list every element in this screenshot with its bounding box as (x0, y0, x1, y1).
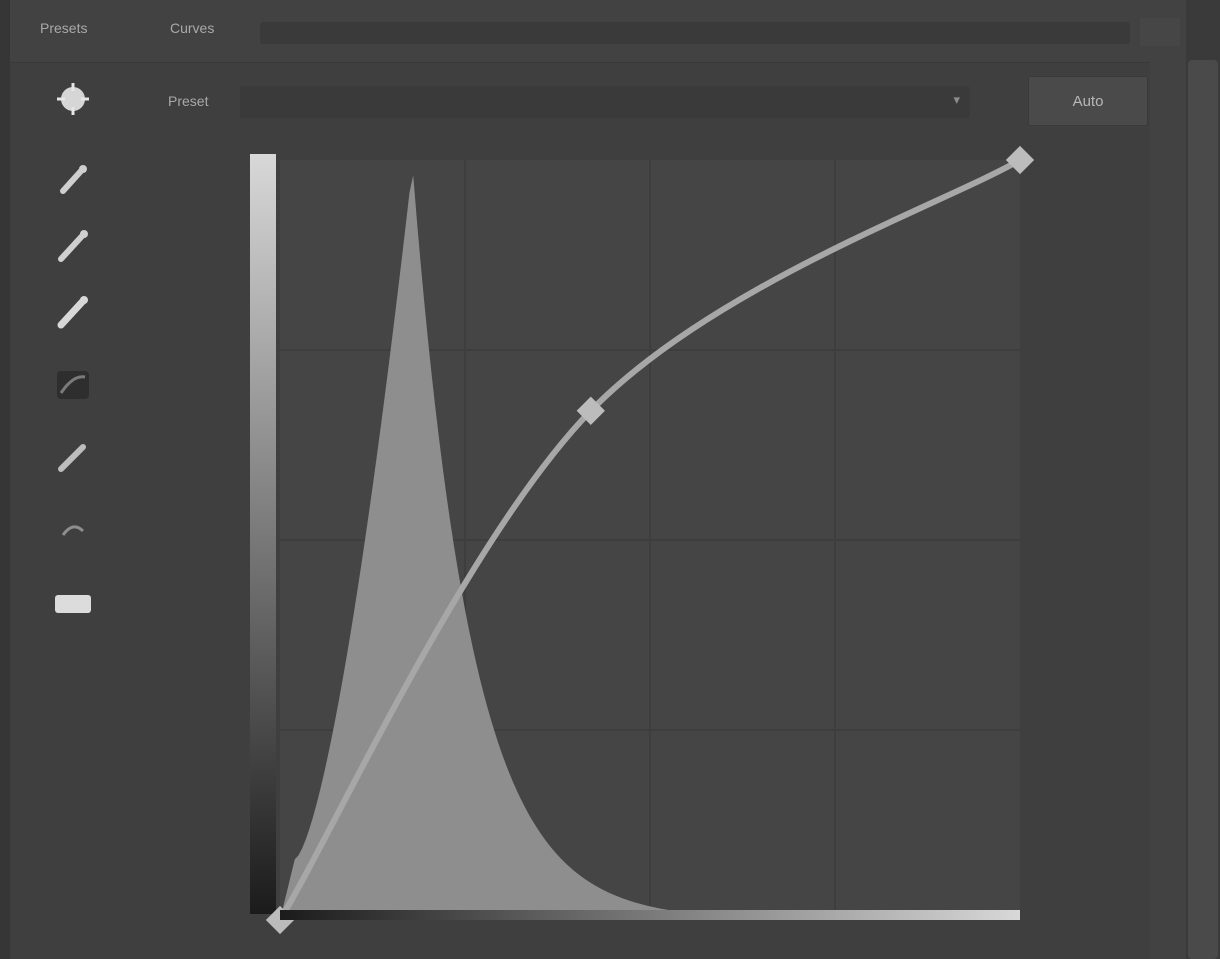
preset-row: Preset ▾ (150, 80, 1010, 124)
target-adjust-icon[interactable] (50, 76, 96, 122)
panel-menu-button[interactable] (1140, 18, 1180, 46)
tab-curves[interactable]: Curves (170, 20, 215, 36)
tool-column (36, 70, 116, 650)
left-edge (0, 0, 10, 959)
white-eyedropper-icon[interactable] (50, 288, 96, 334)
preset-label: Preset (168, 93, 209, 109)
preset-dropdown[interactable]: ▾ (240, 86, 970, 118)
histogram (280, 175, 1020, 920)
curve-control-points[interactable] (265, 145, 1035, 935)
curve-control-point[interactable] (1005, 145, 1035, 175)
scrollbar-thumb[interactable] (1188, 60, 1218, 959)
black-eyedropper-icon[interactable] (50, 156, 96, 202)
auto-button[interactable]: Auto (1028, 76, 1148, 126)
smooth-icon[interactable] (50, 502, 96, 548)
curve-points-icon[interactable] (50, 362, 96, 408)
gray-eyedropper-icon[interactable] (50, 222, 96, 268)
pencil-icon[interactable] (50, 434, 96, 480)
output-gradient-bar (250, 154, 276, 914)
tab-presets[interactable]: Presets (40, 20, 88, 36)
clipping-warning-icon[interactable] (50, 580, 96, 626)
curves-graph-svg[interactable] (240, 140, 1040, 955)
right-strip (1150, 60, 1186, 959)
input-gradient-bar (280, 910, 1020, 920)
header-bar (260, 22, 1130, 44)
panel-header: Presets Curves (10, 0, 1186, 63)
chevron-down-icon: ▾ (953, 92, 960, 107)
curves-graph[interactable] (240, 140, 1040, 955)
curve-control-point[interactable] (576, 396, 605, 425)
